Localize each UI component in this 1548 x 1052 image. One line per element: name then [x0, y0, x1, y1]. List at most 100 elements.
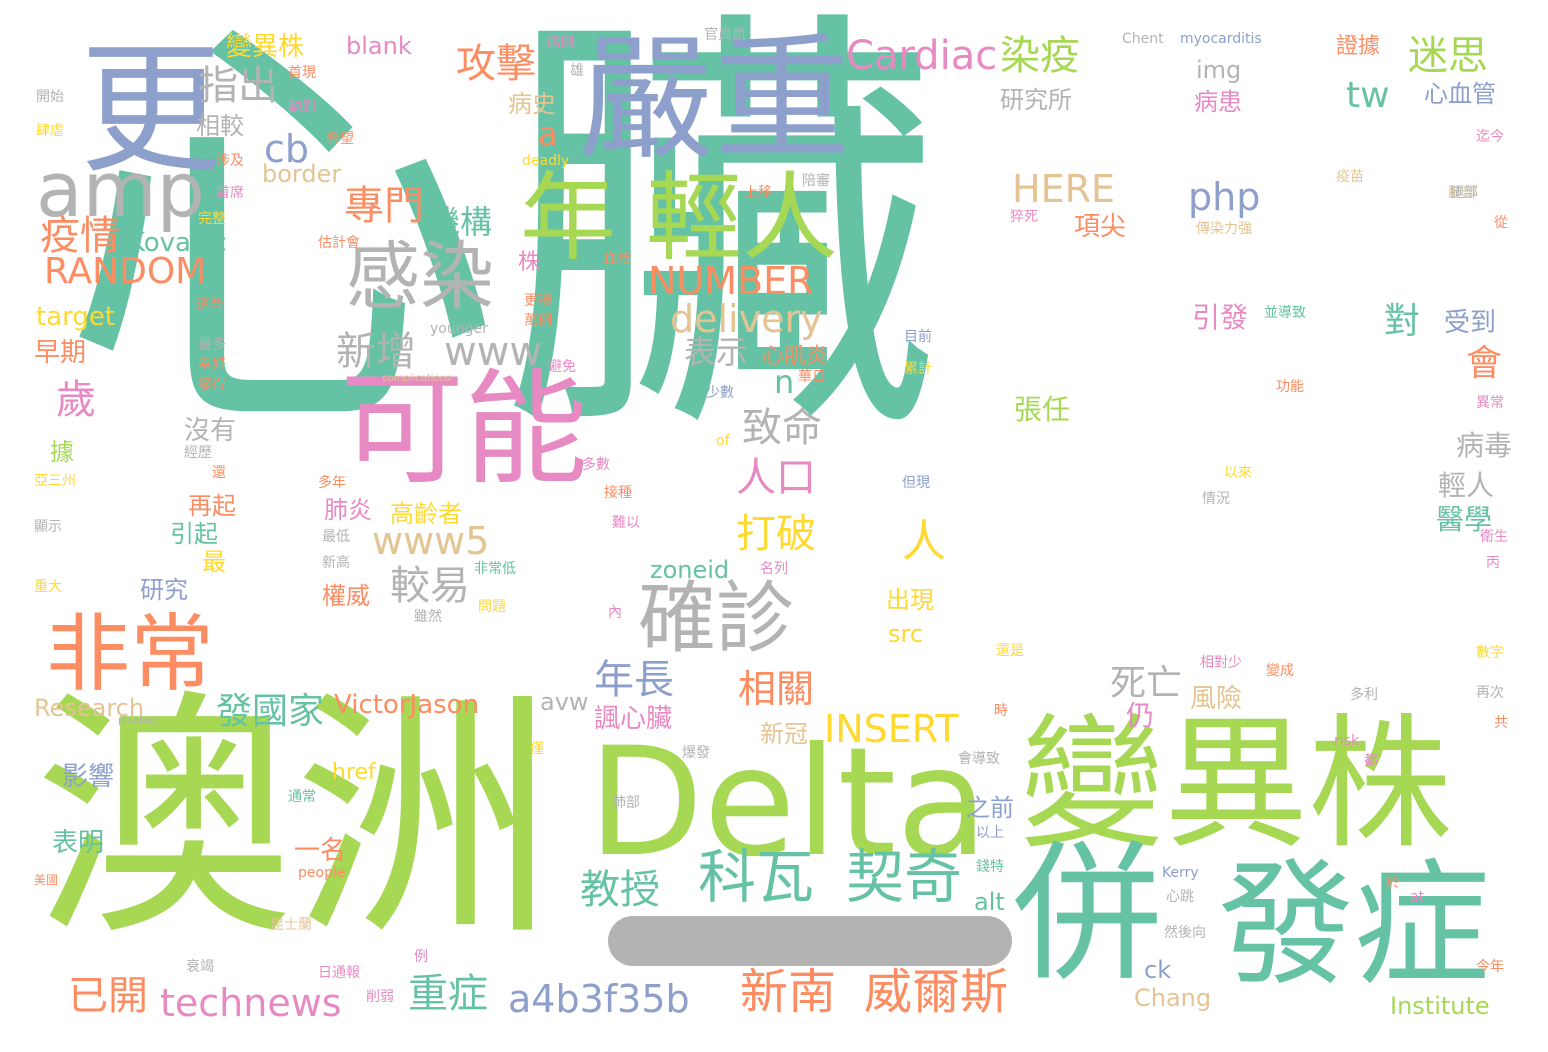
word: at	[1410, 889, 1425, 905]
word: 衛生	[1480, 529, 1508, 545]
word: 最多	[198, 337, 226, 353]
word: Institute	[1390, 992, 1490, 1020]
word: Chent	[1122, 31, 1164, 47]
word: 幸好	[198, 357, 226, 373]
word: 高齡者	[390, 500, 462, 528]
word: VictorJason	[334, 690, 480, 720]
word: Kovacic	[128, 228, 227, 258]
word: 可能	[340, 358, 589, 502]
word: a	[538, 115, 558, 153]
word: 完整	[198, 211, 226, 227]
word: 教授	[580, 867, 660, 913]
word: 更積	[524, 293, 552, 309]
word: a4b3f35b	[508, 977, 690, 1021]
word: 風險	[1190, 684, 1243, 714]
word: 傳染力強	[1196, 221, 1252, 237]
word: 迷思	[1408, 33, 1488, 79]
word: 對	[1384, 301, 1421, 342]
word: 張任	[1014, 393, 1071, 426]
word: 一名	[294, 836, 347, 866]
word: 並導致	[1264, 305, 1306, 321]
word: 據	[50, 438, 74, 466]
word: 數字	[1476, 645, 1504, 661]
word: 心臟	[60, 0, 940, 488]
word: 併	[1012, 828, 1163, 1002]
word: 難以	[612, 515, 640, 531]
word: 出現	[886, 586, 934, 614]
word: younger	[430, 321, 488, 337]
gray-bar	[608, 916, 1012, 966]
word: 美國	[34, 873, 59, 887]
word: 經歷	[184, 445, 212, 461]
word: 仍	[1126, 699, 1155, 732]
word: 今年	[1476, 959, 1504, 975]
word: 年	[520, 162, 616, 274]
word: 相較	[196, 112, 244, 140]
word: 雖然	[414, 609, 442, 625]
word: 萬例	[524, 313, 552, 329]
word: 心血管	[1424, 80, 1496, 108]
word: Kerry	[1162, 865, 1199, 881]
word: 感染	[346, 234, 494, 320]
word: href	[332, 760, 376, 785]
word: 科瓦	[698, 843, 815, 911]
word: 確診	[638, 574, 795, 664]
word: 致命	[742, 405, 822, 451]
word: 爆發	[682, 745, 710, 761]
word: 權威	[322, 582, 370, 610]
word: myocarditis	[1180, 31, 1262, 47]
word: 功能	[1276, 379, 1304, 395]
word: 心跳	[1166, 889, 1194, 905]
word: 動到	[288, 99, 316, 115]
word: n	[774, 363, 795, 401]
word: 多數	[582, 457, 610, 473]
word: 內	[608, 605, 622, 621]
word: 病毒	[1456, 429, 1513, 462]
word: 肺炎	[324, 496, 372, 524]
word: 削弱	[366, 989, 394, 1005]
word: blank	[346, 32, 412, 60]
word: INSERT	[824, 707, 959, 751]
word: 還是	[996, 643, 1024, 659]
word: 通常	[288, 789, 316, 805]
word: 開始	[36, 89, 64, 105]
word: 首現	[288, 65, 316, 81]
word: people	[298, 865, 346, 881]
word: target	[36, 302, 116, 332]
word: 人	[902, 516, 946, 567]
word: 多年	[318, 475, 346, 491]
word: www5	[372, 519, 490, 563]
word: 重症	[408, 971, 488, 1017]
word: 受到	[1444, 308, 1497, 338]
word: alt	[974, 888, 1005, 916]
word: 再起	[188, 492, 236, 520]
word: 輕人	[1438, 469, 1495, 502]
word: 病患	[1194, 88, 1242, 116]
word: 肺部	[1448, 185, 1476, 201]
word: 丙	[1486, 555, 1500, 571]
word: 沒有	[184, 416, 237, 446]
word: 猝死	[1010, 209, 1038, 225]
word: 疫情	[40, 213, 120, 259]
word: 株	[518, 250, 541, 275]
word: 於	[1386, 875, 1400, 891]
word: RANDOM	[44, 251, 207, 292]
word: 項尖	[1074, 212, 1127, 242]
word: Cardiac	[846, 33, 998, 79]
word: src	[888, 620, 924, 648]
word: zoneid	[650, 556, 730, 584]
word: 澳洲	[34, 669, 554, 971]
word: 再次	[1476, 685, 1504, 701]
word: 問題	[478, 599, 506, 615]
word: Delta	[588, 716, 989, 890]
word: 契奇	[846, 843, 963, 911]
word: 首席	[216, 185, 244, 201]
word: 目前	[904, 329, 932, 345]
word: 還	[212, 465, 226, 481]
word: 衰竭	[186, 959, 214, 975]
word: 新增	[336, 329, 416, 375]
word: 人口	[736, 455, 816, 501]
word: 這些	[196, 297, 224, 313]
word: 更	[80, 28, 222, 193]
